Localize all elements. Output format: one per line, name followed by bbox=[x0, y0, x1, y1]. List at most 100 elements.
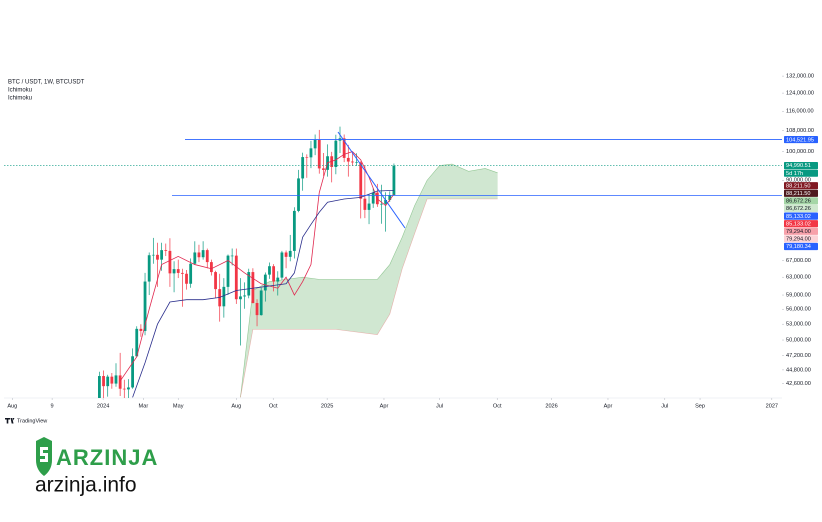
x-tick-label: Aug bbox=[7, 403, 17, 409]
candle-body bbox=[185, 273, 188, 284]
price-label: 5d 17h bbox=[786, 171, 803, 177]
x-tick-label: Apr bbox=[380, 403, 389, 409]
candle-body bbox=[98, 376, 101, 398]
candle-body bbox=[268, 266, 271, 275]
x-tick-label: Mar bbox=[139, 403, 149, 409]
candle-body bbox=[131, 356, 134, 388]
x-tick-label: 2026 bbox=[545, 403, 557, 409]
price-label: 104,521.95 bbox=[786, 137, 814, 143]
candle-body bbox=[259, 290, 263, 316]
candle-body bbox=[251, 272, 255, 303]
brand-url: arzinja.info bbox=[35, 474, 137, 497]
candle-body bbox=[234, 255, 238, 300]
indicator-label: Ichimoku bbox=[8, 88, 32, 94]
price-label: 79,294.00 bbox=[786, 237, 811, 243]
x-tick-label: Aug bbox=[231, 403, 241, 409]
x-tick-label: Sep bbox=[695, 403, 705, 409]
x-tick-label: Apr bbox=[604, 403, 613, 409]
candle-body bbox=[276, 277, 280, 282]
y-tick-label: 59,000.00 bbox=[786, 293, 811, 299]
price-label-box bbox=[784, 220, 818, 228]
x-tick-label: Jul bbox=[661, 403, 668, 409]
candle-body bbox=[313, 139, 317, 149]
x-tick-label: 2024 bbox=[97, 403, 109, 409]
candle-body bbox=[380, 203, 383, 205]
tenkan-line bbox=[119, 151, 395, 382]
x-tick-label: 9 bbox=[51, 403, 54, 409]
x-tick-label: May bbox=[173, 403, 184, 409]
price-label-box bbox=[784, 212, 818, 220]
footer-source: TradingView bbox=[17, 418, 47, 424]
chart-title: BTC / USDT, 1W, BTCUSDT bbox=[8, 80, 85, 86]
candle-body bbox=[143, 281, 147, 331]
candle-body bbox=[243, 295, 246, 297]
indicator-label: Ichimoku bbox=[8, 96, 32, 102]
candle-body bbox=[160, 250, 164, 260]
cloud-upper bbox=[240, 163, 498, 398]
price-label-box bbox=[784, 161, 818, 170]
candle-body bbox=[363, 198, 367, 210]
candle-body bbox=[371, 192, 375, 204]
candle-body bbox=[351, 161, 354, 163]
candle-body bbox=[168, 250, 172, 274]
candle-body bbox=[334, 140, 338, 167]
candle-body bbox=[176, 269, 180, 273]
candle-body bbox=[297, 178, 300, 211]
candle-body bbox=[388, 195, 392, 200]
y-tick-label: 56,000.00 bbox=[786, 307, 811, 313]
price-label-box bbox=[784, 135, 818, 144]
candle-body bbox=[139, 328, 143, 331]
candle-body bbox=[127, 387, 130, 390]
candle-body bbox=[118, 375, 122, 389]
candle-body bbox=[193, 252, 197, 264]
candle-body bbox=[305, 157, 309, 158]
candle-body bbox=[197, 252, 201, 258]
price-label: 86,672.26 bbox=[786, 199, 811, 205]
y-tick-label: 100,000.00 bbox=[786, 149, 814, 155]
candle-body bbox=[122, 388, 126, 390]
price-label: 79,180.34 bbox=[786, 244, 811, 250]
candle-body bbox=[172, 269, 176, 274]
y-tick-label: 42,600.00 bbox=[786, 381, 811, 387]
candle-body bbox=[392, 165, 396, 196]
candle-body bbox=[230, 255, 234, 257]
y-tick-label: 67,000.00 bbox=[786, 258, 811, 264]
candle-body bbox=[135, 328, 139, 357]
x-tick-label: Oct bbox=[269, 403, 278, 409]
price-label: 86,672.26 bbox=[786, 206, 811, 212]
candle-body bbox=[201, 250, 205, 258]
price-label-box bbox=[784, 197, 818, 205]
price-label: 79,294.00 bbox=[786, 229, 811, 235]
candle-body bbox=[280, 252, 284, 278]
candle-body bbox=[355, 162, 358, 164]
price-label-box bbox=[784, 242, 818, 251]
candle-body bbox=[367, 203, 371, 210]
candle-body bbox=[205, 250, 209, 263]
candle-body bbox=[110, 376, 114, 384]
price-label: 85,133.02 bbox=[786, 221, 811, 227]
candle-body bbox=[151, 254, 155, 256]
price-label-box bbox=[784, 182, 818, 190]
candle-body bbox=[164, 250, 168, 251]
candle-body bbox=[263, 274, 267, 291]
x-tick-label: 2025 bbox=[321, 403, 333, 409]
y-tick-label: 124,000.00 bbox=[786, 91, 814, 97]
x-tick-label: 2027 bbox=[766, 403, 778, 409]
candle-body bbox=[346, 157, 350, 162]
price-label-box bbox=[784, 204, 818, 213]
price-label-box bbox=[784, 189, 818, 197]
candle-body bbox=[288, 250, 292, 257]
y-tick-label: 63,000.00 bbox=[786, 275, 811, 281]
candle-body bbox=[106, 376, 110, 387]
candle-body bbox=[301, 157, 305, 179]
price-label: 94,990.51 bbox=[786, 163, 811, 169]
candle-body bbox=[226, 255, 230, 287]
y-tick-label: 90,000.00 bbox=[786, 178, 811, 184]
candle-body bbox=[292, 210, 296, 251]
price-label: 88,211.50 bbox=[786, 191, 810, 197]
candle-body bbox=[342, 138, 346, 158]
trend-line bbox=[337, 131, 406, 229]
price-label-box bbox=[784, 169, 818, 177]
